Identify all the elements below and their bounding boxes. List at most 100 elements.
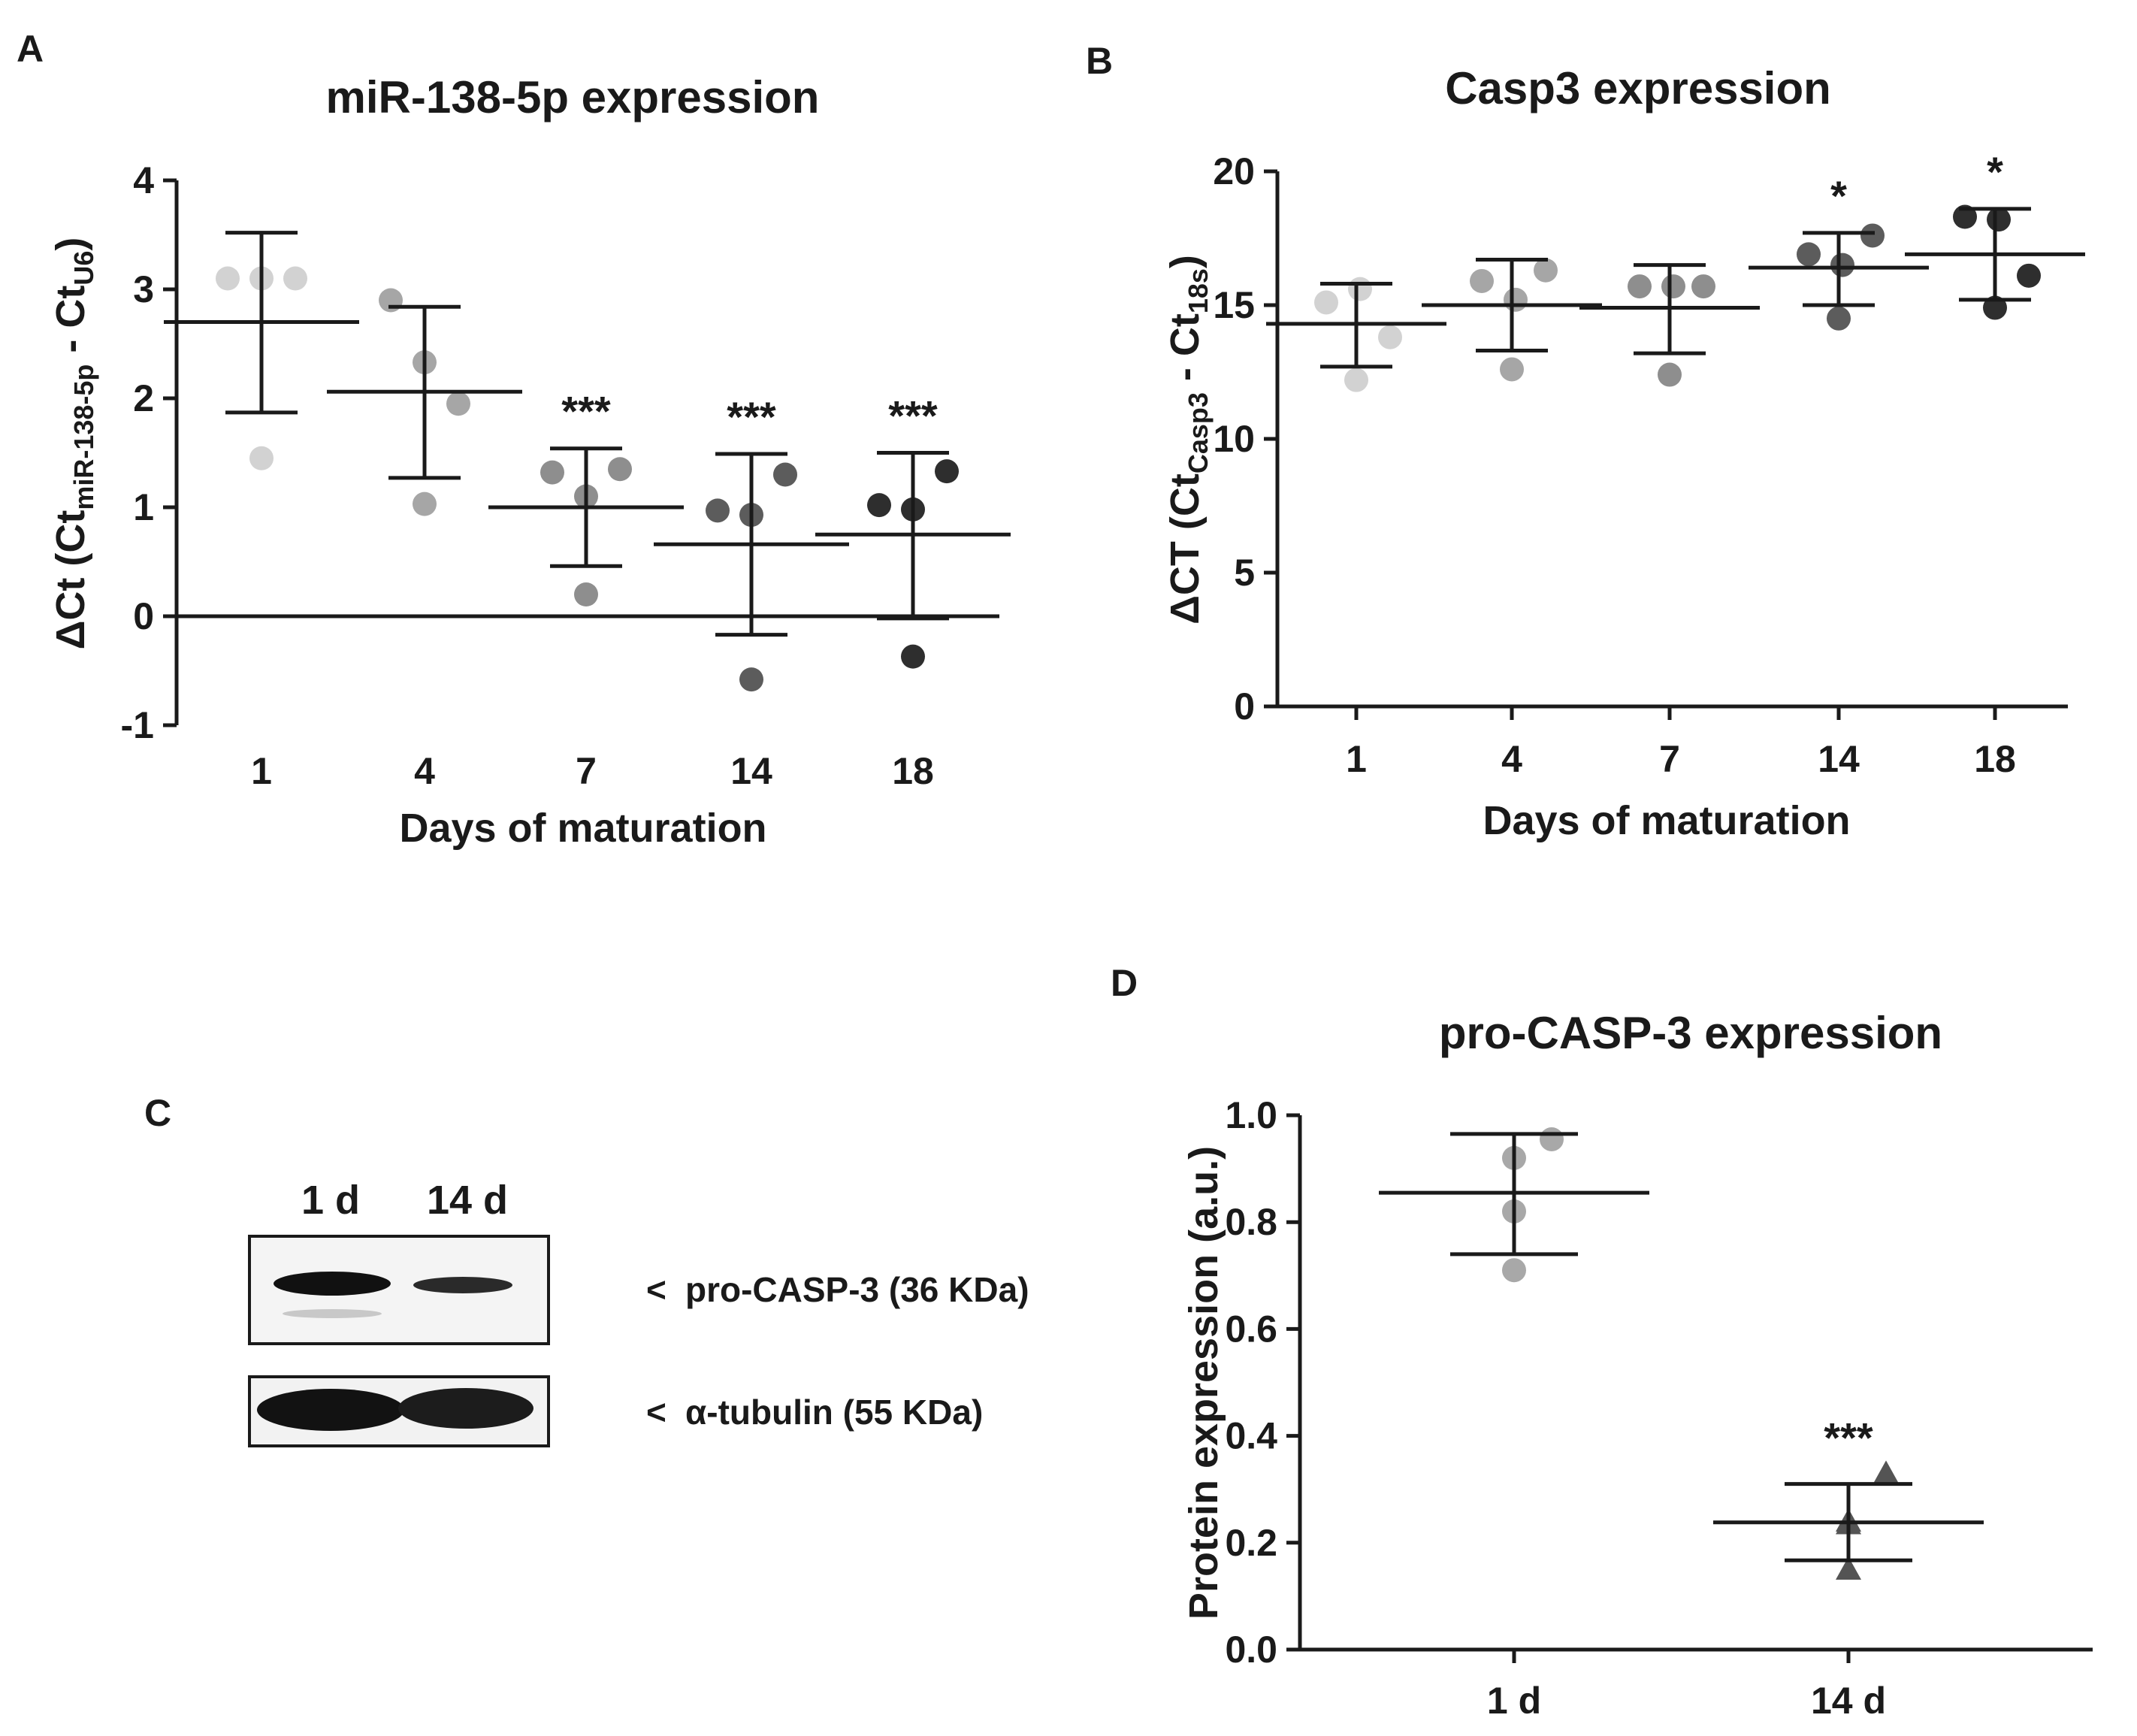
x-tick-label: 18 bbox=[1974, 738, 2016, 780]
chart-b-marks: ** bbox=[1266, 148, 2085, 392]
chart-d-y-axis: 0.0 0.2 0.4 0.6 0.8 1.0 bbox=[1225, 1094, 2093, 1671]
group-14d: *** bbox=[1713, 1414, 1984, 1580]
y-tick-label: 0.0 bbox=[1225, 1629, 1277, 1671]
y-tick-label: 0.4 bbox=[1225, 1415, 1277, 1457]
x-tick-label: 14 bbox=[1818, 738, 1860, 780]
data-point bbox=[2017, 263, 2041, 288]
data-point bbox=[1691, 274, 1715, 299]
panel-letter-b: B bbox=[1086, 40, 1113, 82]
x-tick-label: 18 bbox=[892, 750, 934, 792]
blot-arrow-tubulin: < bbox=[646, 1393, 666, 1432]
chart-a-y-axis: -1 0 1 2 3 4 bbox=[121, 159, 999, 746]
significance-label: *** bbox=[1824, 1414, 1873, 1462]
chart-b-x-axis: 1 4 7 14 18 bbox=[1346, 706, 2016, 780]
chart-a-title: miR-138-5p expression bbox=[326, 72, 820, 122]
chart-pro-casp3: pro-CASP-3 expression 0.0 0.2 0.4 0.6 0.8 1.0… bbox=[1181, 1008, 2093, 1722]
group-1d bbox=[1379, 1127, 1649, 1283]
data-point bbox=[1983, 295, 2007, 320]
y-tick-label: 1 bbox=[133, 486, 154, 528]
chart-b-y-label: ΔCT (CtCasp3 - Ct18s) bbox=[1162, 255, 1214, 625]
y-tick-label: 0 bbox=[133, 595, 154, 637]
y-tick-label: 0.6 bbox=[1225, 1308, 1277, 1350]
chart-b-y-axis: 0 5 10 15 20 bbox=[1213, 150, 2068, 727]
chart-a-y-label-main: ΔCt (Ct bbox=[48, 510, 93, 650]
chart-b-y-label-sub1: Casp3 bbox=[1183, 392, 1214, 473]
data-point bbox=[1658, 362, 1682, 387]
data-point bbox=[1502, 1258, 1526, 1283]
y-tick-label: 0.2 bbox=[1225, 1522, 1277, 1564]
chart-b-y-label-end: ) bbox=[1162, 255, 1208, 268]
data-point bbox=[1348, 277, 1372, 301]
chart-d-x-axis: 1 d 14 d bbox=[1487, 1650, 1886, 1722]
chart-a-y-label-sub2: U6 bbox=[68, 251, 99, 286]
data-point bbox=[867, 493, 891, 518]
panel-letter-d: D bbox=[1111, 962, 1138, 1004]
x-tick-label: 4 bbox=[1501, 738, 1522, 780]
data-point bbox=[1953, 204, 1977, 229]
western-blot: 1 d 14 d < pro-CASP-3 (36 KDa) < α-tubul… bbox=[248, 1178, 1029, 1447]
chart-a-y-label-sub1: miR-138-5p bbox=[68, 364, 99, 510]
chart-a-marks: *** *** *** bbox=[164, 231, 1011, 692]
data-point bbox=[773, 462, 797, 487]
x-tick-label: 1 d bbox=[1487, 1680, 1541, 1722]
data-point bbox=[574, 582, 598, 606]
blot-band-procasp3-14d bbox=[413, 1277, 512, 1293]
data-point bbox=[1628, 274, 1652, 299]
data-point bbox=[1504, 287, 1528, 312]
chart-b-y-label-main: ΔCT (Ct bbox=[1162, 473, 1208, 625]
significance-label: * bbox=[1987, 148, 2003, 195]
data-point bbox=[1661, 274, 1685, 299]
data-point bbox=[1534, 258, 1558, 283]
chart-d-marks: *** bbox=[1379, 1127, 1984, 1580]
data-point bbox=[1830, 253, 1854, 277]
group-1 bbox=[1266, 277, 1446, 392]
group-18: * bbox=[1905, 148, 2085, 320]
blot-arrow-procasp3: < bbox=[646, 1270, 666, 1309]
y-tick-label: 10 bbox=[1213, 418, 1255, 460]
blot-band-procasp3-1d bbox=[274, 1272, 391, 1296]
x-tick-label: 4 bbox=[414, 750, 435, 792]
data-point bbox=[1860, 223, 1885, 248]
data-point bbox=[283, 266, 307, 291]
group-7: *** bbox=[488, 388, 684, 606]
data-point bbox=[413, 491, 437, 516]
x-tick-label: 14 d bbox=[1811, 1680, 1886, 1722]
data-point bbox=[1314, 290, 1338, 315]
chart-a-y-label: ΔCt (CtmiR-138-5p - CtU6) bbox=[48, 237, 99, 650]
chart-d-y-label: Protein expression (a.u.) bbox=[1181, 1146, 1226, 1620]
x-tick-label: 1 bbox=[251, 750, 272, 792]
panel-letter-c: C bbox=[144, 1092, 171, 1134]
significance-label: *** bbox=[561, 388, 611, 435]
data-point bbox=[901, 644, 925, 669]
chart-a-x-label: Days of maturation bbox=[399, 806, 766, 851]
group-14: *** bbox=[654, 393, 849, 692]
blot-label-procasp3: pro-CASP-3 (36 KDa) bbox=[685, 1270, 1029, 1309]
group-14: * bbox=[1749, 172, 1929, 331]
x-tick-label: 7 bbox=[576, 750, 597, 792]
y-tick-label: 15 bbox=[1213, 284, 1255, 326]
data-point bbox=[249, 446, 274, 470]
y-tick-label: 4 bbox=[133, 159, 154, 201]
chart-a-y-label-mid: - Ct bbox=[48, 286, 93, 364]
data-point bbox=[1470, 268, 1494, 293]
data-point bbox=[540, 460, 564, 485]
y-tick-label: 3 bbox=[133, 268, 154, 310]
chart-a-x-axis: 1 4 7 14 18 bbox=[251, 750, 934, 792]
group-1 bbox=[164, 231, 359, 470]
data-point bbox=[1827, 306, 1851, 331]
group-18: *** bbox=[815, 392, 1011, 669]
y-tick-label: 0.8 bbox=[1225, 1201, 1277, 1243]
x-tick-label: 14 bbox=[730, 750, 772, 792]
blot-band-procasp3-faint bbox=[283, 1309, 382, 1318]
blot-lane-1d: 1 d bbox=[301, 1178, 360, 1223]
data-point bbox=[1987, 207, 2011, 232]
chart-b-title: Casp3 expression bbox=[1445, 63, 1831, 113]
data-point-triangle bbox=[1873, 1460, 1899, 1483]
chart-b-y-label-mid: - Ct bbox=[1162, 313, 1208, 392]
chart-a-y-label-end: ) bbox=[48, 237, 93, 251]
y-tick-label: -1 bbox=[121, 704, 154, 746]
data-point bbox=[1378, 325, 1402, 349]
